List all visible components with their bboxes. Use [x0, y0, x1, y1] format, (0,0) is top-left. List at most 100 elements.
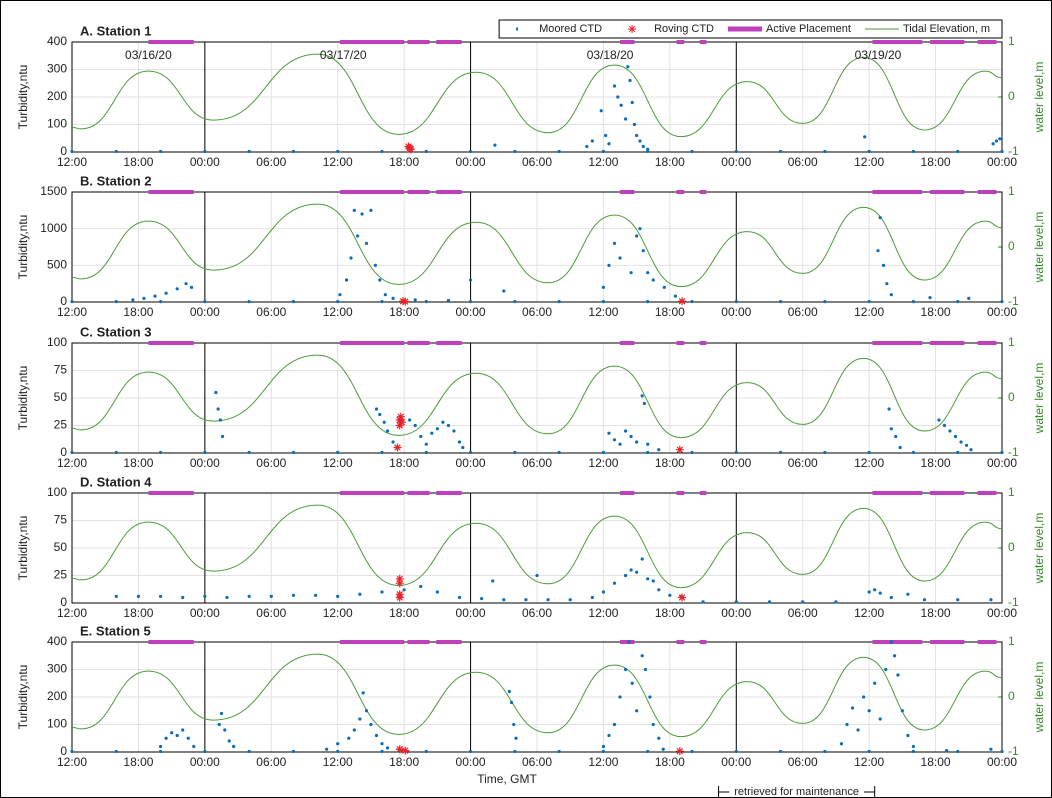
x-tick-label: 00:00 [456, 305, 486, 319]
moored-point [956, 149, 960, 154]
moored-point [989, 747, 993, 751]
moored-point [635, 234, 639, 238]
moored-point [352, 728, 356, 732]
axes-frame [71, 342, 1003, 454]
moored-point [867, 450, 871, 455]
x-tick-label: 06:00 [788, 606, 818, 620]
moored-point [623, 573, 628, 578]
axes-frame [71, 191, 1003, 303]
moored-point [630, 100, 634, 105]
moored-point [546, 598, 550, 602]
moored-point [607, 733, 611, 738]
moored-point [991, 142, 995, 146]
moored-point [873, 681, 877, 685]
moored-point [628, 78, 632, 83]
placement-bar [930, 491, 965, 495]
moored-point [114, 450, 118, 455]
moored-point [937, 418, 941, 422]
moored-point [70, 450, 74, 455]
y2-tick-label: -1 [1008, 744, 1019, 758]
moored-point [247, 749, 251, 754]
moored-point [380, 450, 384, 455]
moored-point [391, 296, 395, 300]
moored-point [778, 749, 783, 754]
moored-point [142, 296, 146, 300]
moored-point [181, 728, 185, 732]
moored-point [352, 208, 356, 212]
moored-point [601, 749, 606, 754]
x-tick-label: 00:00 [721, 456, 751, 470]
moored-point [189, 285, 194, 289]
moored-point [601, 285, 606, 289]
moored-point [402, 588, 406, 592]
moored-point [690, 450, 694, 455]
y2-axis-label: water level,m [1032, 513, 1046, 585]
moored-point [956, 598, 960, 602]
y-tick-label: 1000 [40, 221, 67, 235]
moored-point [607, 263, 611, 267]
x-tick-label: 18:00 [389, 755, 419, 769]
roving-point [395, 574, 404, 583]
y2-axis-label: water level,m [1032, 62, 1046, 134]
roving-point [678, 593, 687, 602]
moored-point [225, 595, 229, 600]
placement-bar [977, 190, 997, 194]
placement-bar [436, 491, 462, 495]
x-tick-label: 18:00 [389, 305, 419, 319]
moored-point [887, 407, 891, 411]
moored-point [651, 278, 655, 282]
x-tick-label: 06:00 [522, 155, 552, 169]
moored-point [513, 749, 517, 754]
tidal-line [71, 504, 1003, 589]
moored-point [734, 450, 738, 455]
moored-point [158, 744, 163, 749]
moored-point [845, 722, 849, 727]
moored-point [906, 733, 910, 738]
moored-point [630, 681, 634, 685]
moored-point [502, 289, 506, 293]
placement-bar [699, 190, 707, 194]
moored-point [734, 149, 738, 154]
moored-point [70, 749, 74, 754]
placement-bar [339, 491, 405, 495]
moored-point [535, 573, 539, 578]
x-tick-label: 00:00 [987, 305, 1017, 319]
y2-tick-label: 1 [1008, 634, 1015, 648]
moored-point [590, 139, 594, 143]
placement-bar [339, 40, 405, 44]
x-tick-label: 00:00 [456, 456, 486, 470]
y-tick-label: 400 [47, 34, 67, 48]
moored-point [378, 412, 382, 417]
x-tick-label: 12:00 [323, 155, 353, 169]
x-tick-label: 12:00 [854, 155, 884, 169]
moored-point [601, 149, 606, 154]
placement-bar [620, 491, 635, 495]
x-tick-label: 00:00 [721, 606, 751, 620]
roving-point [393, 443, 402, 452]
moored-point [380, 300, 384, 304]
moored-point [217, 722, 221, 727]
moored-point [734, 300, 738, 304]
panel-title: B. Station 2 [80, 173, 152, 188]
moored-point [408, 418, 412, 422]
moored-point [778, 450, 783, 455]
moored-point [356, 234, 360, 238]
y-axis-label: Turbidity,ntu [16, 366, 30, 431]
x-tick-label: 12:00 [57, 755, 87, 769]
moored-point [1000, 149, 1004, 154]
moored-point [964, 443, 969, 447]
moored-point [878, 591, 882, 595]
moored-point [446, 298, 451, 303]
annotation: retrieved for maintenance [734, 786, 859, 798]
moored-point [220, 434, 225, 439]
placement-bar [930, 341, 965, 345]
x-tick-label: 06:00 [522, 606, 552, 620]
placement-bar [407, 640, 430, 644]
x-tick-label: 00:00 [190, 155, 220, 169]
placement-bar [436, 341, 462, 345]
moored-point [823, 149, 827, 154]
x-tick-label: 18:00 [123, 755, 153, 769]
x-tick-label: 06:00 [788, 155, 818, 169]
moored-point [646, 577, 650, 581]
x-tick-label: 00:00 [190, 456, 220, 470]
